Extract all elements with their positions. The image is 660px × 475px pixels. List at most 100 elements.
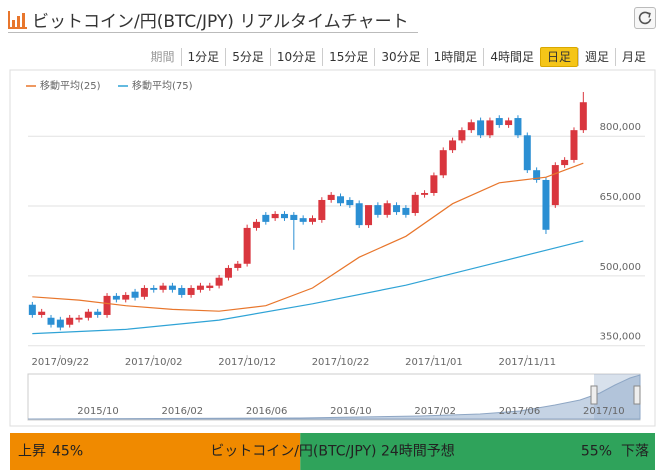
forecast-up-bar [10,433,301,470]
candle-body [38,311,46,315]
forecast-down-value: 55% [581,444,612,460]
x-tick-label: 2017/09/22 [32,357,90,368]
candle-body [542,179,550,230]
legend-label: 移動平均(25) [40,79,101,92]
candle-body [206,285,214,288]
period-label: 期間 [150,50,175,64]
candle-body [75,317,83,320]
candle-body [505,120,513,126]
candle-body [383,203,391,215]
candle-body [523,135,531,171]
candle-body [309,218,316,222]
candle-body [243,227,251,264]
candle-body [280,213,288,219]
candle-body [365,205,373,226]
candle-body [252,221,260,228]
forecast-down-label: 下落 [621,444,649,460]
candle-body [140,287,148,297]
period-button[interactable]: 10分足 [269,48,322,66]
period-button[interactable]: 1分足 [180,48,226,66]
candle-body [439,150,447,176]
candle-body [56,319,64,328]
candle-body [187,287,195,295]
period-button[interactable]: 日足 [539,47,578,67]
candle-body [262,214,270,222]
refresh-button[interactable] [634,7,656,29]
chart-icon [8,11,27,29]
candle-body [579,102,587,131]
candle-body [561,159,569,166]
candle-body [337,196,345,204]
candle-body [290,214,298,220]
candle-body [570,130,578,160]
candle-body [514,118,522,136]
candle-body [533,170,541,180]
navigator-tick-label: 2017/10 [583,406,625,417]
candle-body [477,120,485,136]
period-button[interactable]: 月足 [614,48,652,66]
candle-body [122,294,130,300]
candle-body [131,291,139,298]
period-button[interactable]: 5分足 [225,48,270,66]
page-title: ビットコイン/円(BTC/JPY) リアルタイムチャート [32,12,409,32]
period-button[interactable]: 15分足 [322,48,374,66]
navigator-handle[interactable] [633,385,641,405]
chart-frame [9,69,656,427]
navigator-range[interactable] [594,374,640,420]
title-underline [8,32,418,33]
candle-body [393,205,401,213]
candle-body [150,287,158,290]
candle-body [215,277,223,286]
candle-body [467,122,475,131]
period-button[interactable]: 4時間足 [483,48,540,66]
forecast-up-value: 45% [52,444,83,460]
navigator-area [27,374,641,420]
x-tick-label: 2017/11/11 [498,357,556,368]
forecast-title: ビットコイン/円(BTC/JPY) 24時間予想 [210,444,455,460]
candle-body [374,205,382,215]
period-button[interactable]: 週足 [577,48,615,66]
navigator-tick-label: 2016/06 [246,406,288,417]
candle-body [421,193,429,195]
ma-line [32,240,584,335]
candle-body [495,118,503,126]
y-tick-label: 500,000 [600,262,641,273]
candle-body [112,295,120,300]
candle-body [28,304,36,315]
candle-body [318,199,326,220]
navigator-tick-label: 2017/06 [499,406,541,417]
navigator-handle[interactable] [590,385,598,405]
candle-body [346,199,354,206]
x-tick-label: 2017/10/22 [312,357,370,368]
candle-body [196,285,204,290]
candle-body [178,287,186,295]
candle-body [299,218,307,222]
candle-body [168,285,176,290]
y-tick-label: 650,000 [600,192,641,203]
candle-body [411,194,419,214]
candle-body [551,165,559,206]
candle-body [84,311,92,318]
candle-body [449,140,457,151]
candle-body [103,295,111,315]
x-tick-label: 2017/10/12 [218,357,276,368]
navigator-tick-label: 2016/02 [162,406,204,417]
period-button[interactable]: 1時間足 [426,48,484,66]
forecast-up-label: 上昇 [18,444,46,460]
y-tick-label: 800,000 [600,122,641,133]
candle-body [327,194,335,200]
candle-body [430,175,438,193]
candle-body [486,120,494,136]
navigator-tick-label: 2015/10 [77,406,119,417]
candle-body [47,317,55,325]
legend-label: 移動平均(75) [132,79,193,92]
navigator-tick-label: 2017/02 [414,406,456,417]
navigator-tick-label: 2016/10 [330,406,372,417]
period-selector: 期間 1分足 5分足 10分足 15分足 30分足 1時間足 4時間足 日足 週… [145,47,652,67]
candle-body [224,267,232,278]
candle-body [271,213,279,219]
x-tick-label: 2017/11/01 [405,357,463,368]
period-button[interactable]: 30分足 [374,48,426,66]
forecast-down-bar [300,433,655,470]
